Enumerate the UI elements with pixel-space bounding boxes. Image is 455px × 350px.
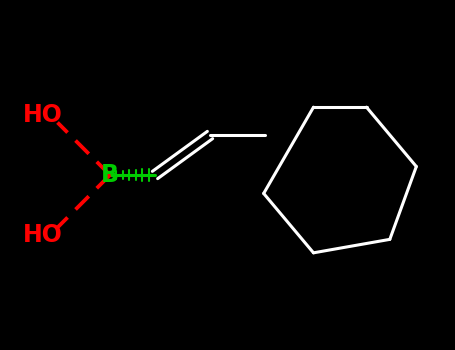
Text: HO: HO [23,223,62,247]
Text: HO: HO [23,103,62,127]
Text: B: B [101,163,119,187]
